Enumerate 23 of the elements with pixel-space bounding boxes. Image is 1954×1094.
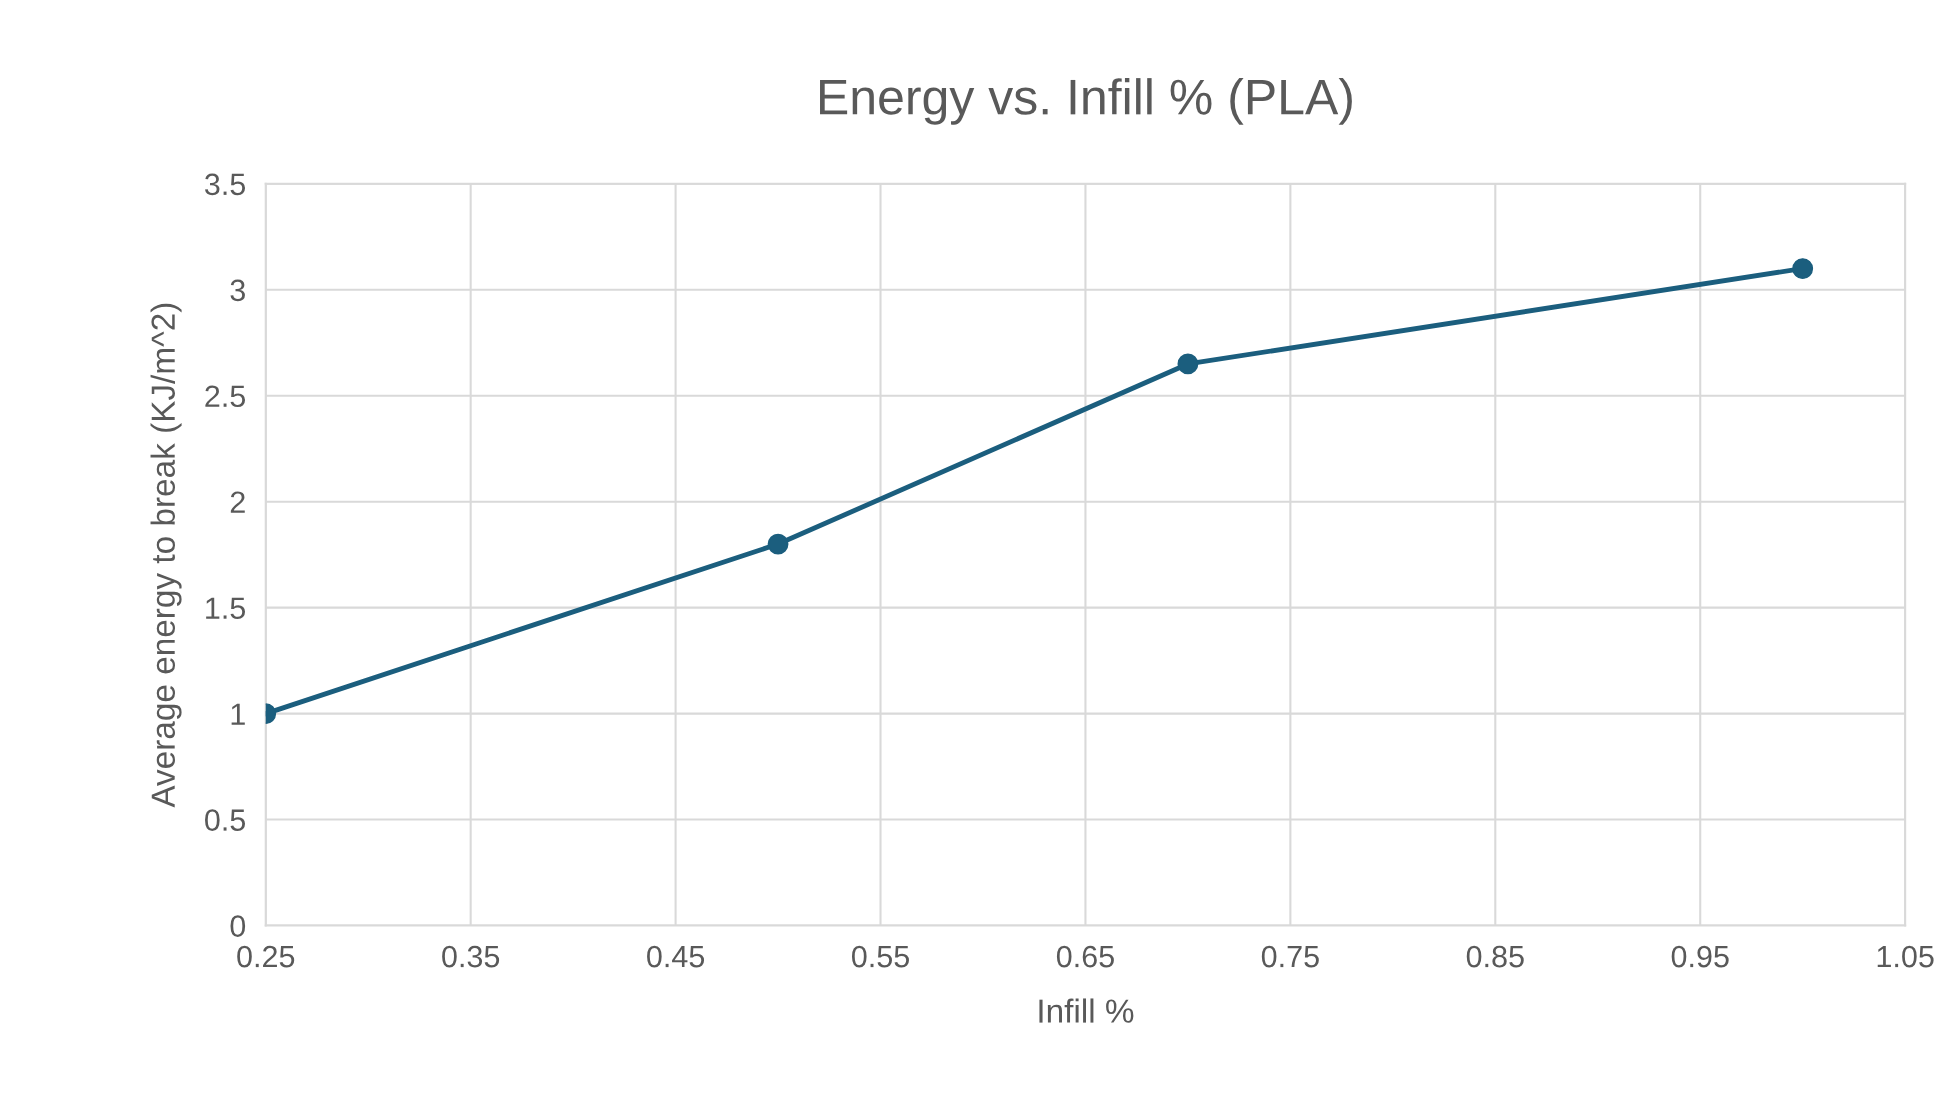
point	[1177, 353, 1199, 375]
chart-title: Energy vs. Infill % (PLA)	[820, 78, 1352, 125]
x-tick-label: 1.05	[1877, 945, 1934, 968]
x-tick-label: 0.55	[851, 945, 909, 968]
y-tick-label: 3.5	[204, 173, 246, 196]
x-tick-label: 0.25	[237, 945, 295, 968]
x-axis-title: Infill %	[1039, 998, 1134, 1023]
y-axis-title: Average energy to break (KJ/m^2)	[150, 303, 182, 808]
x-tick-label: 0.45	[647, 945, 705, 968]
y-tick-label: 1.5	[206, 597, 246, 620]
x-tick-label: 0.85	[1466, 945, 1524, 968]
x-tick-label: 0.75	[1261, 945, 1319, 968]
point	[1792, 258, 1814, 279]
y-tick-label: 2.5	[205, 385, 246, 408]
x-tick-label: 0.35	[442, 945, 500, 968]
point	[767, 533, 789, 555]
x-tick-label: 0.95	[1671, 945, 1729, 968]
y-tick-label: 0	[230, 915, 246, 937]
y-tick-label: 3	[230, 279, 245, 302]
y-tick-label: 1	[231, 703, 245, 725]
y-tick-label: 0.5	[205, 809, 246, 831]
x-tick-label: 0.65	[1056, 945, 1114, 968]
y-tick-label: 2	[230, 491, 245, 513]
